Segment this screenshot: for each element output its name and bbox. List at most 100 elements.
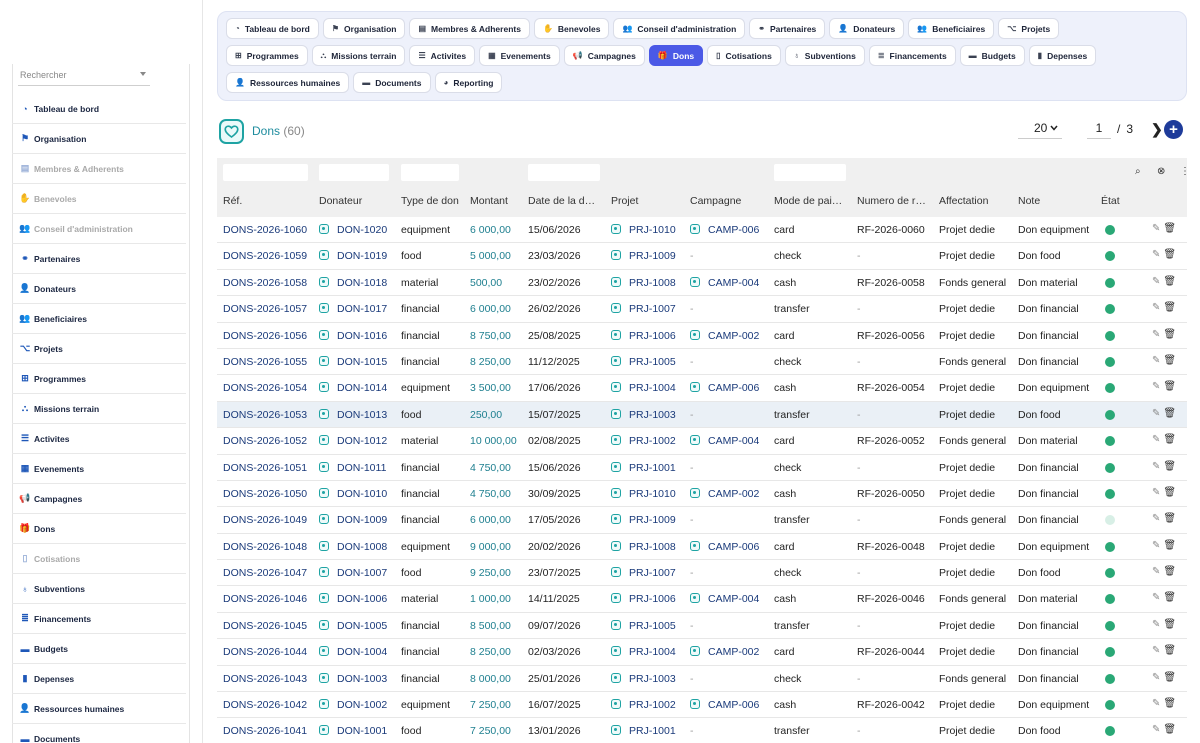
projet-link[interactable]: PRJ-1010 xyxy=(611,487,687,500)
table-row[interactable]: DONS-2026-1054 DON-1014 equipment 3 500,00 1… xyxy=(217,375,1187,402)
column-header[interactable]: Note xyxy=(1018,195,1041,207)
donateur-link[interactable]: DON-1006 xyxy=(319,593,401,605)
sidebar-item-subventions[interactable]: ♁ Subventions xyxy=(12,574,186,604)
projet-link[interactable]: PRJ-1008 xyxy=(611,540,687,553)
pencil-icon[interactable]: ✎ xyxy=(1152,407,1161,419)
sidebar-item-tableau-de-bord[interactable]: ◔ Tableau de bord xyxy=(12,94,186,124)
column-header[interactable]: Montant xyxy=(470,195,508,207)
table-row[interactable]: DONS-2026-1060 DON-1020 equipment 6 000,00 1… xyxy=(217,217,1187,244)
pencil-icon[interactable]: ✎ xyxy=(1152,460,1161,472)
tab-projets[interactable]: ⌥ Projets xyxy=(998,18,1060,39)
donateur-link[interactable]: DON-1018 xyxy=(319,276,401,289)
donateur-link[interactable]: DON-1005 xyxy=(319,619,401,632)
tab-evenements[interactable]: ▦ Evenements xyxy=(479,45,560,66)
tab-partenaires[interactable]: ⚭ Partenaires xyxy=(749,18,826,39)
donateur-link[interactable]: DON-1011 xyxy=(319,461,401,474)
sidebar-item-evenements[interactable]: ▦ Evenements xyxy=(12,454,186,484)
donateur-link[interactable]: DON-1009 xyxy=(319,514,401,526)
column-header[interactable]: Projet xyxy=(611,195,639,207)
trash-icon[interactable]: 🗑 xyxy=(1163,486,1177,498)
tab-depenses[interactable]: ▮ Depenses xyxy=(1028,45,1097,66)
projet-link[interactable]: PRJ-1003 xyxy=(611,672,687,685)
projet-link[interactable]: PRJ-1008 xyxy=(611,276,687,289)
sidebar-item-membres-adherents[interactable]: ▤ Membres & Adherents xyxy=(12,154,186,184)
projet-link[interactable]: PRJ-1004 xyxy=(611,646,687,658)
trash-icon[interactable]: 🗑 xyxy=(1163,460,1177,472)
tab-membres-adherents[interactable]: ▤ Membres & Adherents xyxy=(409,18,530,39)
tab-cotisations[interactable]: ▯ Cotisations xyxy=(707,45,781,66)
tab-organisation[interactable]: ⚑ Organisation xyxy=(322,18,406,39)
projet-link[interactable]: PRJ-1002 xyxy=(611,435,687,447)
column-header[interactable]: Date de la d… xyxy=(528,195,596,207)
sidebar-item-financements[interactable]: ≣ Financements xyxy=(12,604,186,634)
ref-link[interactable]: DONS-2026-1055 xyxy=(223,356,315,368)
tab-reporting[interactable]: ◕ Reporting xyxy=(434,72,503,93)
sidebar-item-activites[interactable]: ☰ Activites xyxy=(12,424,186,454)
pencil-icon[interactable]: ✎ xyxy=(1152,539,1161,551)
ref-link[interactable]: DONS-2026-1046 xyxy=(223,593,315,605)
campagne-link[interactable]: CAMP-006 xyxy=(690,699,774,711)
ref-link[interactable]: DONS-2026-1041 xyxy=(223,725,315,737)
projet-link[interactable]: PRJ-1005 xyxy=(611,355,687,368)
campagne-link[interactable]: CAMP-006 xyxy=(690,540,774,553)
donateur-link[interactable]: DON-1004 xyxy=(319,646,401,658)
ref-link[interactable]: DONS-2026-1056 xyxy=(223,330,315,342)
sidebar-item-depenses[interactable]: ▮ Depenses xyxy=(12,664,186,694)
projet-link[interactable]: PRJ-1006 xyxy=(611,593,687,605)
table-row[interactable]: DONS-2026-1056 DON-1016 financial 8 750,00 2… xyxy=(217,323,1187,349)
ref-link[interactable]: DONS-2026-1053 xyxy=(223,409,315,421)
trash-icon[interactable]: 🗑 xyxy=(1163,645,1177,657)
ref-link[interactable]: DONS-2026-1049 xyxy=(223,514,315,526)
column-menu-icon[interactable]: ⋮ xyxy=(1180,166,1190,177)
column-header[interactable]: Réf. xyxy=(223,195,243,207)
pencil-icon[interactable]: ✎ xyxy=(1152,671,1161,683)
projet-link[interactable]: PRJ-1010 xyxy=(611,224,687,236)
tab-tableau-de-bord[interactable]: ◔ Tableau de bord xyxy=(226,18,319,39)
projet-link[interactable]: PRJ-1007 xyxy=(611,303,687,315)
tab-beneficiaires[interactable]: 👥 Beneficiaires xyxy=(908,18,995,39)
tab-conseil-d-administration[interactable]: 👥 Conseil d'administration xyxy=(613,18,746,39)
trash-icon[interactable]: 🗑 xyxy=(1163,223,1177,234)
trash-icon[interactable]: 🗑 xyxy=(1163,381,1177,393)
sidebar-item-programmes[interactable]: ⊞ Programmes xyxy=(12,364,186,394)
pencil-icon[interactable]: ✎ xyxy=(1152,223,1161,234)
column-header[interactable]: État xyxy=(1101,195,1120,207)
pencil-icon[interactable]: ✎ xyxy=(1152,328,1161,340)
column-filter-input[interactable] xyxy=(223,164,308,181)
ref-link[interactable]: DONS-2026-1043 xyxy=(223,673,315,685)
ref-link[interactable]: DONS-2026-1057 xyxy=(223,303,315,315)
ref-link[interactable]: DONS-2026-1050 xyxy=(223,488,315,500)
table-row[interactable]: DONS-2026-1059 DON-1019 food 5 000,00 23/03/… xyxy=(217,243,1187,270)
tab-documents[interactable]: ▬ Documents xyxy=(353,72,431,93)
table-row[interactable]: DONS-2026-1044 DON-1004 financial 8 250,00 0… xyxy=(217,639,1187,666)
pencil-icon[interactable]: ✎ xyxy=(1152,302,1161,314)
donateur-link[interactable]: DON-1008 xyxy=(319,540,401,553)
ref-link[interactable]: DONS-2026-1058 xyxy=(223,277,315,289)
table-row[interactable]: DONS-2026-1058 DON-1018 material 500,00 23/0… xyxy=(217,270,1187,297)
table-row[interactable]: DONS-2026-1049 DON-1009 financial 6 000,00 1… xyxy=(217,507,1187,534)
projet-link[interactable]: PRJ-1003 xyxy=(611,408,687,421)
trash-icon[interactable]: 🗑 xyxy=(1163,302,1177,314)
ref-link[interactable]: DONS-2026-1051 xyxy=(223,462,315,474)
sidebar-item-beneficiaires[interactable]: 👥 Beneficiaires xyxy=(12,304,186,334)
pencil-icon[interactable]: ✎ xyxy=(1152,724,1161,736)
trash-icon[interactable]: 🗑 xyxy=(1163,328,1177,340)
column-header[interactable]: Numero de r… xyxy=(857,195,926,207)
pencil-icon[interactable]: ✎ xyxy=(1152,618,1161,630)
sidebar-item-dons[interactable]: 🎁 Dons xyxy=(12,514,186,544)
pencil-icon[interactable]: ✎ xyxy=(1152,275,1161,287)
tab-benevoles[interactable]: ✋ Benevoles xyxy=(533,18,610,39)
ref-link[interactable]: DONS-2026-1054 xyxy=(223,382,315,394)
donateur-link[interactable]: DON-1016 xyxy=(319,329,401,342)
table-row[interactable]: DONS-2026-1042 DON-1002 equipment 7 250,00 1… xyxy=(217,692,1187,719)
table-row[interactable]: DONS-2026-1051 DON-1011 financial 4 750,00 1… xyxy=(217,455,1187,481)
trash-icon[interactable]: 🗑 xyxy=(1163,698,1177,710)
pencil-icon[interactable]: ✎ xyxy=(1152,645,1161,657)
campagne-link[interactable]: CAMP-006 xyxy=(690,224,774,236)
projet-link[interactable]: PRJ-1006 xyxy=(611,329,687,342)
projet-link[interactable]: PRJ-1007 xyxy=(611,567,687,579)
projet-link[interactable]: PRJ-1009 xyxy=(611,514,687,526)
table-row[interactable]: DONS-2026-1043 DON-1003 financial 8 000,00 2… xyxy=(217,666,1187,693)
donateur-link[interactable]: DON-1002 xyxy=(319,699,401,711)
column-header[interactable]: Mode de pai… xyxy=(774,195,843,207)
